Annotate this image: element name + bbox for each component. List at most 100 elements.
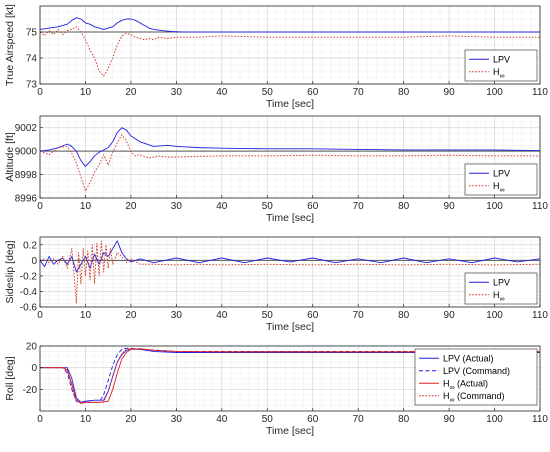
x-tick-label: 10: [80, 87, 92, 98]
x-tick-label: 80: [398, 87, 410, 98]
x-tick-label: 20: [125, 414, 137, 425]
y-tick-label: 73: [26, 80, 38, 91]
x-tick-label: 0: [37, 310, 43, 321]
x-tick-label: 90: [444, 414, 456, 425]
x-tick-label: 40: [216, 87, 228, 98]
x-tick-label: 50: [262, 414, 274, 425]
x-tick-label: 70: [353, 310, 365, 321]
chart-panel-4: 0 10 20 30 40 50 60 70 80 90 100 110 -20 0 20 Time [sec…: [4, 342, 548, 438]
series-line-1: [40, 17, 540, 33]
x-tick-label: 110: [532, 87, 548, 98]
x-tick-label: 60: [307, 87, 319, 98]
y-tick-label: 0.2: [23, 240, 37, 251]
y-tick-label: 9002: [15, 123, 38, 134]
x-tick-label: 60: [307, 201, 319, 212]
chart-panel-1: 0 10 20 30 40 50 60 70 80 90 100 110 73 74 75 Time [sec…: [4, 4, 548, 110]
x-tick-label: 30: [171, 414, 183, 425]
legend-box: [464, 49, 538, 82]
x-axis-label: Time [sec]: [266, 425, 314, 437]
legend-label: H∞: [493, 290, 505, 303]
series-line-1: [40, 127, 540, 167]
x-tick-label: 70: [353, 414, 365, 425]
y-tick-label: 20: [26, 342, 38, 353]
x-tick-label: 70: [353, 201, 365, 212]
x-tick-label: 20: [125, 310, 137, 321]
series-group: [40, 240, 540, 304]
y-tick-label: -0.6: [20, 303, 38, 314]
axes-frame: [39, 115, 541, 199]
legend: LPV H∞: [464, 49, 538, 82]
x-axis-label: Time [sec]: [266, 98, 314, 110]
x-tick-label: 30: [171, 87, 183, 98]
x-tick-label: 80: [398, 310, 410, 321]
x-tick-label: 30: [171, 201, 183, 212]
grid: [39, 236, 541, 308]
axes-frame: [39, 345, 541, 412]
legend: LPV H∞: [464, 163, 538, 196]
legend: LPV (Actual) LPV (Command) H∞ (Actual)H∞ (…: [414, 348, 538, 406]
y-tick-label: 75: [26, 28, 38, 39]
x-tick-label: 100: [486, 87, 503, 98]
legend-label: LPV (Command): [443, 366, 510, 376]
x-tick-label: 80: [398, 201, 410, 212]
series-line-2: [40, 240, 540, 304]
series-group: [40, 127, 540, 192]
series-group: [40, 347, 540, 404]
y-tick-label: 0: [31, 256, 37, 267]
x-tick-label: 0: [37, 201, 43, 212]
legend-label: H∞ (Command): [443, 391, 505, 404]
y-axis-label: Sideslip [deg]: [4, 240, 16, 303]
x-axis-label: Time [sec]: [266, 212, 314, 224]
legend-label: LPV: [493, 54, 510, 64]
x-tick-label: 50: [262, 201, 274, 212]
x-tick-label: 10: [80, 414, 92, 425]
legend-label: LPV: [493, 277, 510, 287]
x-tick-label: 40: [216, 201, 228, 212]
chart-panel-2: 0 10 20 30 40 50 60 70 80 90 100 110 8996 8998 9000 900…: [4, 115, 548, 224]
axes-frame: [39, 5, 541, 85]
y-tick-label: 8998: [15, 170, 38, 181]
y-tick-label: 74: [26, 54, 38, 65]
y-tick-label: 0: [31, 363, 37, 374]
x-tick-label: 80: [398, 414, 410, 425]
y-tick-label: 9000: [15, 147, 38, 158]
legend-box: [464, 163, 538, 196]
x-tick-label: 40: [216, 310, 228, 321]
x-tick-label: 50: [262, 87, 274, 98]
x-tick-label: 100: [486, 310, 503, 321]
x-tick-label: 30: [171, 310, 183, 321]
x-tick-label: 40: [216, 414, 228, 425]
x-tick-label: 100: [486, 201, 503, 212]
y-tick-label: 8996: [15, 194, 38, 205]
x-axis-label: Time [sec]: [266, 321, 314, 333]
x-tick-label: 50: [262, 310, 274, 321]
x-tick-label: 100: [486, 414, 503, 425]
series-line-2: [40, 134, 540, 192]
x-tick-label: 110: [532, 414, 548, 425]
axes-frame: [39, 236, 541, 308]
legend-label: H∞: [493, 67, 505, 80]
y-axis-label: Roll [deg]: [4, 356, 16, 400]
series-group: [40, 17, 540, 77]
x-tick-label: 110: [532, 310, 548, 321]
y-tick-label: -0.4: [20, 287, 38, 298]
legend-label: LPV (Actual): [443, 353, 494, 363]
x-tick-label: 90: [444, 310, 456, 321]
x-tick-label: 70: [353, 87, 365, 98]
legend-label: H∞: [493, 181, 505, 194]
x-tick-label: 20: [125, 201, 137, 212]
x-tick-label: 90: [444, 201, 456, 212]
y-tick-label: -0.2: [20, 271, 38, 282]
y-tick-label: -20: [23, 385, 38, 396]
legend: LPV H∞: [464, 272, 538, 305]
x-tick-label: 0: [37, 414, 43, 425]
legend-label: H∞ (Actual): [443, 378, 488, 391]
legend-label: LPV: [493, 168, 510, 178]
x-tick-label: 60: [307, 414, 319, 425]
y-axis-label: True Airspeed [kt]: [4, 4, 16, 86]
x-tick-label: 10: [80, 201, 92, 212]
x-tick-label: 0: [37, 87, 43, 98]
legend-box: [464, 272, 538, 305]
series-line-4: [40, 347, 540, 403]
